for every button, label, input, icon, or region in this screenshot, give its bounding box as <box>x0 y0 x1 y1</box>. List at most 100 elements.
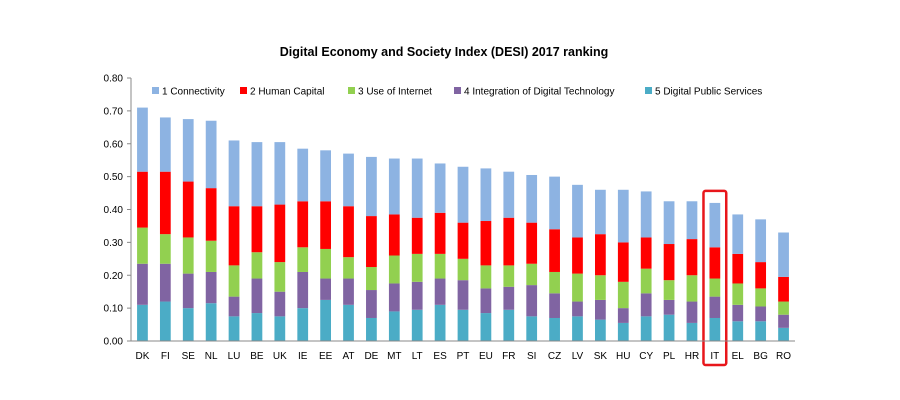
legend-label-3: 3 Use of Internet <box>358 87 432 98</box>
bar-segment-LU-2 <box>228 296 240 317</box>
bar-segment-MT-5 <box>388 158 400 215</box>
bar-segment-RO-4 <box>778 276 789 302</box>
bar-segment-UK-3 <box>274 262 286 292</box>
bar-segment-BG-5 <box>755 219 767 263</box>
bar-segment-BG-2 <box>755 306 767 322</box>
bar-segment-BE-5 <box>251 142 263 207</box>
x-tick-label: PT <box>457 351 470 362</box>
bar-segment-LU-5 <box>228 140 240 207</box>
y-tick-label: 0.20 <box>104 271 124 282</box>
bar-segment-FR-3 <box>503 265 515 287</box>
bar-segment-FI-3 <box>159 234 171 264</box>
bar-segment-PT-2 <box>457 280 469 310</box>
bar-segment-LU-4 <box>228 206 240 266</box>
bar-segment-EE-2 <box>320 278 331 300</box>
bar-segment-IT-4 <box>709 247 721 279</box>
bar-segment-CY-1 <box>640 316 652 341</box>
bar-segment-IT-5 <box>709 202 721 248</box>
bar-segment-LU-3 <box>228 265 240 297</box>
bar-segment-SE-2 <box>182 273 194 309</box>
bar-segment-NL-1 <box>205 303 217 341</box>
x-tick-label: EE <box>319 351 333 362</box>
bar-segment-SI-1 <box>526 316 538 341</box>
bar-segment-AT-3 <box>343 257 354 279</box>
chart-title: Digital Economy and Society Index (DESI)… <box>280 45 609 59</box>
x-tick-label: LT <box>412 351 423 362</box>
bar-segment-EU-2 <box>480 288 492 314</box>
bar-segment-BG-1 <box>755 321 767 341</box>
bar-segment-BE-2 <box>251 278 263 314</box>
bar-segment-EL-5 <box>732 214 744 254</box>
legend-swatch-1 <box>152 87 159 94</box>
bar-segment-LT-1 <box>411 309 423 341</box>
bar-segment-PL-2 <box>663 299 675 315</box>
bar-segment-DK-2 <box>137 263 148 305</box>
bar-segment-CZ-2 <box>549 293 560 318</box>
bar-segment-HR-4 <box>686 239 698 276</box>
bar-segment-BG-3 <box>755 288 767 307</box>
bar-segment-EU-4 <box>480 221 492 266</box>
bar-segment-DE-4 <box>366 216 377 268</box>
bar-segment-HU-4 <box>617 242 629 282</box>
bar-segment-SE-4 <box>182 181 194 238</box>
y-tick-label: 0.30 <box>104 238 124 249</box>
bar-segment-RO-1 <box>778 327 789 341</box>
bar-segment-FR-4 <box>503 217 515 266</box>
bar-segment-PL-4 <box>663 244 675 281</box>
bar-segment-HU-1 <box>617 322 629 341</box>
bar-segment-FR-1 <box>503 309 515 341</box>
x-tick-label: EL <box>732 351 745 362</box>
bar-segment-ES-3 <box>434 253 446 279</box>
bar-segment-SK-2 <box>595 299 606 320</box>
bar-segment-SE-5 <box>182 119 194 182</box>
y-tick-label: 0.60 <box>104 139 124 150</box>
bar-segment-SE-1 <box>182 308 194 342</box>
x-tick-label: DE <box>364 351 378 362</box>
bar-segment-EE-3 <box>320 248 331 279</box>
bar-segment-LT-2 <box>411 281 423 310</box>
bar-segment-IT-1 <box>709 317 721 341</box>
bar-segment-HR-5 <box>686 201 698 240</box>
x-tick-label: UK <box>273 351 287 362</box>
bar-segment-RO-3 <box>778 301 789 315</box>
x-tick-label: HU <box>616 351 630 362</box>
bar-segment-MT-1 <box>388 311 400 341</box>
y-tick-label: 0.10 <box>104 304 124 315</box>
bar-segment-FR-2 <box>503 286 515 310</box>
bars <box>137 107 789 367</box>
x-tick-label: RO <box>776 351 791 362</box>
bar-segment-IE-5 <box>297 148 309 202</box>
bar-segment-SK-5 <box>595 189 606 235</box>
bar-segment-RO-5 <box>778 232 789 277</box>
bar-segment-SK-3 <box>595 275 606 300</box>
bar-segment-AT-5 <box>343 153 354 207</box>
bar-segment-BE-4 <box>251 206 263 253</box>
bar-segment-AT-2 <box>343 278 354 305</box>
bar-segment-EE-5 <box>320 150 331 202</box>
bar-segment-SI-3 <box>526 263 538 286</box>
bar-segment-ES-1 <box>434 304 446 341</box>
bar-segment-DE-3 <box>366 267 377 291</box>
bar-segment-DK-4 <box>137 171 148 228</box>
bar-segment-IE-1 <box>297 308 309 342</box>
bar-segment-SK-1 <box>595 319 606 341</box>
bar-segment-CZ-4 <box>549 229 560 272</box>
bar-segment-LV-2 <box>572 301 583 317</box>
bar-segment-DK-1 <box>137 304 148 341</box>
bar-segment-IE-2 <box>297 271 309 309</box>
bar-segment-PL-5 <box>663 201 675 245</box>
bar-segment-HU-3 <box>617 281 629 309</box>
x-tick-label: SK <box>594 351 608 362</box>
y-tick-label: 0.50 <box>104 172 124 183</box>
bar-segment-NL-3 <box>205 240 217 272</box>
bar-segment-HU-2 <box>617 308 629 323</box>
bar-segment-PT-1 <box>457 309 469 341</box>
bar-segment-LT-3 <box>411 253 423 282</box>
bar-segment-FI-4 <box>159 171 171 235</box>
bar-segment-LU-1 <box>228 316 240 341</box>
bar-segment-UK-4 <box>274 204 286 263</box>
bar-segment-BE-3 <box>251 252 263 279</box>
x-tick-label: FI <box>161 351 170 362</box>
bar-segment-ES-4 <box>434 212 446 254</box>
bar-segment-SI-2 <box>526 285 538 317</box>
